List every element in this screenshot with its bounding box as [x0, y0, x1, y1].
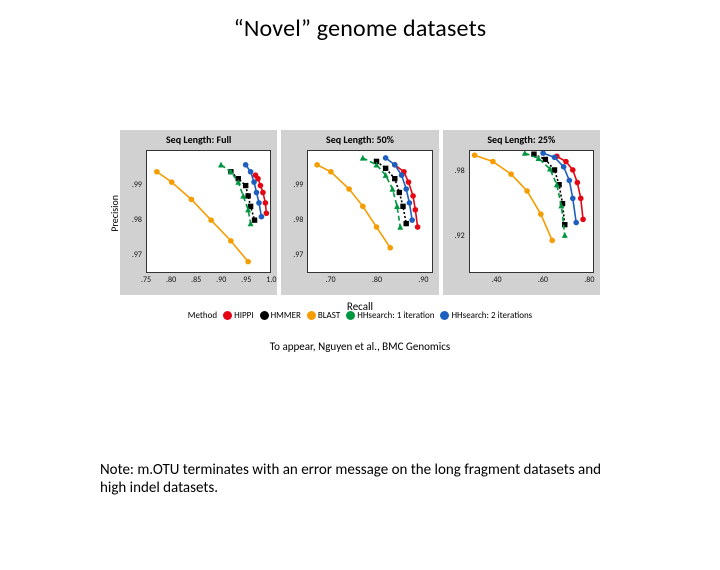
legend-label: Method	[188, 310, 217, 321]
legend-swatch	[346, 311, 355, 320]
legend-item: HIPPI	[234, 310, 253, 321]
y-ticks: .97.98.99	[281, 150, 305, 273]
legend-item: HMMER	[271, 310, 301, 321]
panel-title: Seq Length: 50%	[281, 133, 438, 146]
plot-area	[469, 150, 594, 273]
panel-title: Seq Length: 25%	[443, 133, 600, 146]
note-text: Note: m.OTU terminates with an error mes…	[100, 461, 630, 499]
page-title: “Novel” genome datasets	[0, 14, 720, 43]
legend-swatch	[307, 311, 316, 320]
plot-area	[307, 150, 432, 273]
legend-item: HHsearch: 2 iterations	[451, 310, 532, 321]
x-ticks: .70.80.90	[307, 275, 432, 287]
panel-25: Seq Length: 25% .92.98 .40.60.80	[443, 130, 600, 295]
y-ticks: .97.98.99	[120, 150, 144, 273]
citation-text: To appear, Nguyen et al., BMC Genomics	[120, 340, 600, 353]
legend: Method HIPPI HMMER BLAST HHsearch: 1 iterati…	[120, 310, 600, 321]
legend-swatch	[223, 311, 232, 320]
legend-item: BLAST	[318, 310, 340, 321]
legend-item: HHsearch: 1 iteration	[357, 310, 434, 321]
x-ticks: .75.80.85.90.951.0	[146, 275, 271, 287]
plot-area	[146, 150, 271, 273]
charts-row: Seq Length: Full Precision .97.98.99 .75…	[120, 130, 600, 295]
x-ticks: .40.60.80	[469, 275, 594, 287]
y-ticks: .92.98	[443, 150, 467, 273]
legend-swatch	[440, 311, 449, 320]
panel-title: Seq Length: Full	[120, 133, 277, 146]
legend-swatch	[260, 311, 269, 320]
panel-full: Seq Length: Full Precision .97.98.99 .75…	[120, 130, 277, 295]
panel-50: Seq Length: 50% .97.98.99 .70.80.90	[281, 130, 438, 295]
